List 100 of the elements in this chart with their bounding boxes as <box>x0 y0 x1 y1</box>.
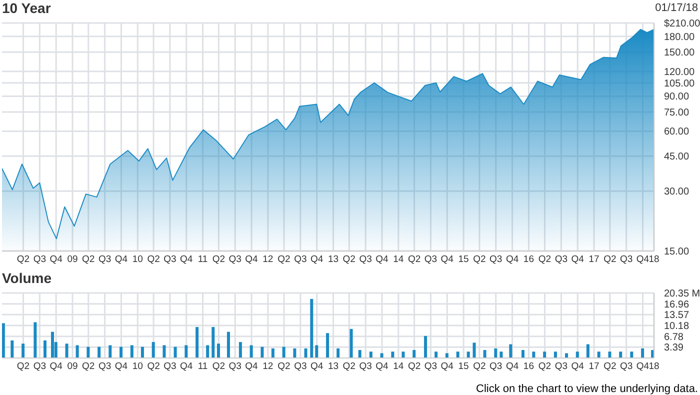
bar <box>456 352 460 358</box>
x-tick-label: Q3 <box>424 361 438 372</box>
x-tick-label: Q3 <box>164 361 176 372</box>
x-tick-label: Q2 <box>604 254 616 265</box>
x-tick-label: 11 <box>198 361 208 372</box>
bar <box>369 352 372 358</box>
x-tick-label: Q2 <box>147 361 160 372</box>
x-tick-label: Q4 <box>310 254 324 265</box>
chart-title: Volume <box>2 270 52 286</box>
x-tick-label: Q2 <box>16 254 30 265</box>
bar <box>282 346 286 358</box>
x-tick-label: Q2 <box>604 361 616 372</box>
x-tick-label: Q4 <box>114 361 128 372</box>
x-tick-label: Q2 <box>147 254 160 265</box>
x-tick-label: 12 <box>262 254 274 265</box>
bar <box>2 323 5 358</box>
x-tick-label: Q3 <box>620 254 633 265</box>
bar <box>50 332 54 358</box>
x-tick-label: 11 <box>198 254 208 265</box>
y-tick-label: 6.78 <box>664 332 684 343</box>
bar <box>22 344 25 358</box>
x-tick-label: Q3 <box>228 254 242 265</box>
bar <box>174 346 177 358</box>
bar <box>216 344 220 358</box>
bar <box>350 328 353 358</box>
y-tick-label: 10.18 <box>664 320 690 332</box>
x-tick-label: Q2 <box>342 254 356 265</box>
bar <box>472 342 476 358</box>
x-tick-label: Q3 <box>554 361 568 372</box>
x-tick-label: 16 <box>523 361 534 372</box>
bar <box>130 345 134 358</box>
y-tick-label: 75.00 <box>664 107 690 118</box>
x-tick-label: Q2 <box>82 361 95 372</box>
bar <box>380 353 384 358</box>
y-tick-label: 3.39 <box>664 342 684 354</box>
x-tick-label: Q2 <box>473 361 486 372</box>
x-tick-label: Q4 <box>636 254 650 265</box>
text: 01/17/18 <box>655 2 698 14</box>
bar <box>641 348 644 358</box>
x-tick-label: Q3 <box>294 361 307 372</box>
y-tick-label: 90.00 <box>664 92 690 103</box>
x-tick-label: Q3 <box>554 254 568 265</box>
x-tick-label: 18 <box>648 361 660 372</box>
x-tick-label: 14 <box>393 254 404 265</box>
x-tick-label: 16 <box>523 254 534 265</box>
y-tick-label: $210.00 <box>664 18 700 30</box>
x-tick-label: Q4 <box>376 254 388 265</box>
x-tick-label: 15 <box>458 361 469 372</box>
x-tick-label: Q3 <box>164 254 176 265</box>
x-tick-label: Q4 <box>506 254 519 265</box>
y-tick-label: 20.35 M <box>664 288 700 300</box>
x-tick-label: Q2 <box>82 254 95 265</box>
bar <box>152 342 155 358</box>
x-tick-label: Q3 <box>33 254 46 265</box>
x-tick-label: Q4 <box>440 254 454 265</box>
x-tick-label: Q2 <box>408 361 421 372</box>
bar <box>271 348 274 358</box>
x-tick-label: Q4 <box>50 361 62 372</box>
y-tick-label: 120.00 <box>664 66 696 78</box>
x-tick-label: Q2 <box>278 254 290 265</box>
bar <box>120 346 123 358</box>
x-tick-label: 10 <box>132 254 143 265</box>
bar <box>260 346 264 358</box>
bar <box>466 352 470 358</box>
bar <box>140 346 144 358</box>
x-tick-label: Q4 <box>50 254 62 265</box>
bar <box>445 353 448 358</box>
bar <box>196 327 199 358</box>
bar <box>608 352 612 358</box>
x-tick-label: Q3 <box>490 361 502 372</box>
bar <box>108 345 112 358</box>
x-tick-label: Q3 <box>359 361 372 372</box>
x-tick-label: Q3 <box>359 254 372 265</box>
x-tick-label: 13 <box>328 254 339 265</box>
x-tick-label: Q4 <box>310 361 324 372</box>
x-tick-label: Q4 <box>114 254 128 265</box>
x-tick-label: Q3 <box>490 254 502 265</box>
bar <box>543 352 546 358</box>
x-tick-label: 09 <box>67 254 78 265</box>
x-tick-label: 09 <box>67 361 78 372</box>
y-tick-label: 60.00 <box>664 126 690 138</box>
y-tick-label: 105.00 <box>664 78 696 90</box>
bar <box>576 352 579 358</box>
x-tick-label: Q2 <box>278 361 290 372</box>
x-tick-label: Q3 <box>294 254 307 265</box>
bar <box>304 348 308 358</box>
x-tick-label: Q2 <box>212 254 226 265</box>
bar <box>65 344 68 358</box>
x-tick-label: Q4 <box>440 361 454 372</box>
x-tick-label: 17 <box>588 254 600 265</box>
x-tick-label: Q2 <box>408 254 421 265</box>
x-tick-label: Q3 <box>424 254 438 265</box>
bar <box>212 327 215 358</box>
text: Click on the chart to view the underlying data. <box>476 383 698 395</box>
bar <box>619 352 622 358</box>
bar <box>310 298 314 358</box>
x-tick-label: Q2 <box>538 361 552 372</box>
x-tick-label: 14 <box>393 361 404 372</box>
x-tick-label: Q3 <box>98 254 112 265</box>
y-tick-label: 13.57 <box>664 310 690 322</box>
